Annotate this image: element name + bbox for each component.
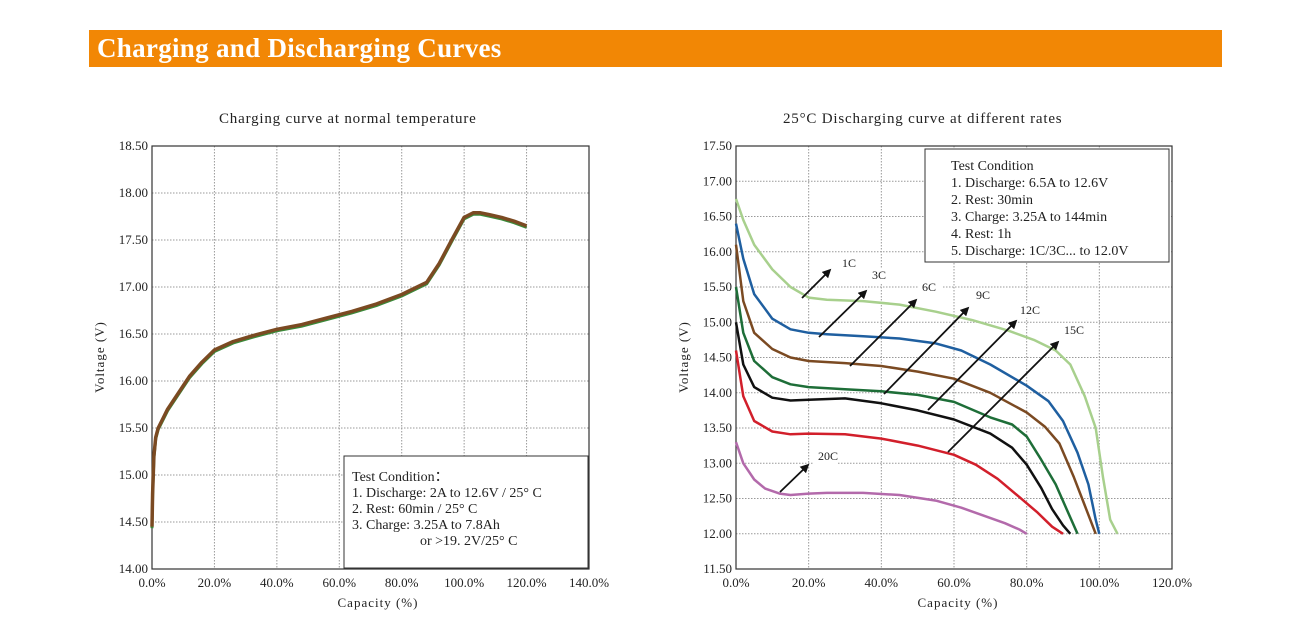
y-axis-label: Voltage (V)	[676, 321, 691, 393]
rate-arrow	[801, 268, 832, 299]
rate-arrow	[779, 463, 810, 493]
x-tick-label: 140.0%	[569, 575, 609, 590]
condition-box	[343, 455, 589, 569]
y-tick-label: 15.50	[703, 279, 732, 294]
rate-label-bg	[838, 256, 862, 271]
x-tick-label: 80.0%	[385, 575, 419, 590]
y-tick-label: 18.00	[119, 185, 148, 200]
y-tick-label: 16.00	[703, 244, 732, 259]
plot-frame	[151, 145, 590, 570]
y-tick-label: 12.00	[703, 526, 732, 541]
discharge-curve-3c	[734, 223, 1101, 535]
discharge-curve-6c	[734, 244, 1097, 535]
y-tick-label: 16.00	[119, 373, 148, 388]
y-tick-label: 18.50	[119, 138, 148, 153]
condition-line: 3. Charge: 3.25A to 7.8Ah	[352, 518, 500, 533]
y-tick-label: 12.50	[703, 491, 732, 506]
x-tick-label: 120.0%	[507, 575, 547, 590]
charge-curve	[150, 210, 528, 527]
y-tick-label: 13.00	[703, 455, 732, 470]
y-axis-label: Voltage (V)	[92, 321, 107, 393]
rate-label-bg	[814, 449, 838, 464]
condition-box	[924, 148, 1170, 263]
discharge-curve-1c	[734, 198, 1119, 535]
y-tick-label: 15.00	[703, 314, 732, 329]
condition-line: or >19. 2V/25° C	[420, 534, 518, 549]
y-tick-label: 13.50	[703, 420, 732, 435]
y-tick-label: 14.00	[119, 561, 148, 576]
y-tick-label: 14.50	[119, 514, 148, 529]
y-tick-label: 15.00	[119, 467, 148, 482]
condition-line: 4. Rest: 1h	[951, 227, 1011, 242]
y-tick-label: 11.50	[703, 561, 732, 576]
discharge-curve-20c	[734, 441, 1028, 535]
y-tick-label: 14.50	[703, 350, 732, 365]
section-banner: Charging and Discharging Curves	[89, 30, 1222, 67]
rate-label-bg	[918, 280, 942, 295]
discharge-curve-9c	[734, 286, 1079, 535]
rate-arrow	[927, 319, 1018, 411]
x-tick-label: 20.0%	[198, 575, 232, 590]
rate-label-bg	[868, 268, 892, 283]
x-tick-label: 40.0%	[865, 575, 899, 590]
rate-arrow	[849, 298, 918, 367]
condition-line: Test Condition：	[352, 470, 449, 485]
rate-label-3c: 3C	[872, 268, 886, 282]
section-title: Charging and Discharging Curves	[97, 33, 502, 63]
x-tick-label: 100.0%	[1079, 575, 1119, 590]
x-tick-label: 120.0%	[1152, 575, 1192, 590]
condition-line: 5. Discharge: 1C/3C... to 12.0V	[951, 244, 1128, 259]
rate-arrow	[883, 306, 970, 395]
x-tick-label: 20.0%	[792, 575, 826, 590]
rate-label-12c: 12C	[1020, 303, 1040, 317]
rate-label-20c: 20C	[818, 449, 838, 463]
discharge-curve-12c	[734, 322, 1072, 535]
x-tick-label: 60.0%	[322, 575, 356, 590]
x-tick-label: 60.0%	[937, 575, 971, 590]
x-tick-label: 0.0%	[722, 575, 749, 590]
y-tick-label: 15.50	[119, 420, 148, 435]
rate-label-1c: 1C	[842, 256, 856, 270]
rate-label-bg	[972, 288, 996, 303]
x-axis-label: Capacity (%)	[338, 595, 419, 610]
x-tick-label: 0.0%	[138, 575, 165, 590]
x-tick-label: 80.0%	[1010, 575, 1044, 590]
x-tick-label: 100.0%	[444, 575, 484, 590]
charge-chart-title: Charging curve at normal temperature	[219, 111, 477, 127]
discharge-curve-15c	[734, 350, 1064, 535]
y-tick-label: 16.50	[119, 326, 148, 341]
y-tick-label: 14.00	[703, 385, 732, 400]
y-tick-label: 16.50	[703, 209, 732, 224]
rate-arrow	[947, 340, 1060, 453]
rate-label-6c: 6C	[922, 280, 936, 294]
condition-line: 2. Rest: 60min / 25° C	[352, 502, 477, 517]
y-tick-label: 17.00	[703, 173, 732, 188]
rate-label-9c: 9C	[976, 288, 990, 302]
x-tick-label: 40.0%	[260, 575, 294, 590]
rate-label-bg	[1060, 323, 1084, 338]
condition-line: 3. Charge: 3.25A to 144min	[951, 210, 1107, 225]
condition-line: 1. Discharge: 6.5A to 12.6V	[951, 176, 1108, 191]
y-tick-label: 17.50	[119, 232, 148, 247]
rate-label-bg	[1016, 303, 1040, 318]
condition-line: Test Condition	[951, 159, 1034, 174]
y-tick-label: 17.00	[119, 279, 148, 294]
rate-label-15c: 15C	[1064, 323, 1084, 337]
condition-line: 1. Discharge: 2A to 12.6V / 25° C	[352, 486, 542, 501]
x-axis-label: Capacity (%)	[918, 595, 999, 610]
rate-arrow	[818, 289, 868, 338]
y-tick-label: 17.50	[703, 138, 732, 153]
discharge-chart-title: 25°C Discharging curve at different rate…	[783, 111, 1063, 127]
condition-line: 2. Rest: 30min	[951, 193, 1033, 208]
